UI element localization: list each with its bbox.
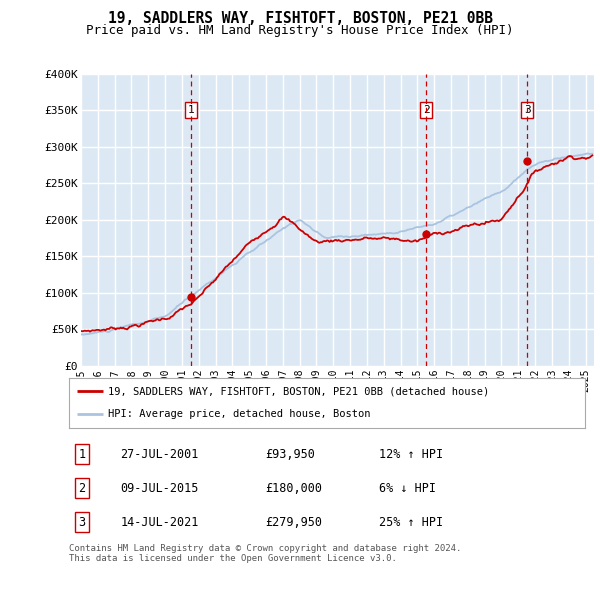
Text: 19, SADDLERS WAY, FISHTOFT, BOSTON, PE21 0BB: 19, SADDLERS WAY, FISHTOFT, BOSTON, PE21…: [107, 11, 493, 25]
Text: 1: 1: [79, 448, 85, 461]
Text: 12% ↑ HPI: 12% ↑ HPI: [379, 448, 443, 461]
Text: 19, SADDLERS WAY, FISHTOFT, BOSTON, PE21 0BB (detached house): 19, SADDLERS WAY, FISHTOFT, BOSTON, PE21…: [108, 386, 489, 396]
Text: 6% ↓ HPI: 6% ↓ HPI: [379, 481, 436, 495]
Text: 2: 2: [79, 481, 85, 495]
Text: 3: 3: [79, 516, 85, 529]
Text: £180,000: £180,000: [265, 481, 322, 495]
Text: Contains HM Land Registry data © Crown copyright and database right 2024.
This d: Contains HM Land Registry data © Crown c…: [69, 544, 461, 563]
Text: 2: 2: [423, 105, 430, 115]
Text: Price paid vs. HM Land Registry's House Price Index (HPI): Price paid vs. HM Land Registry's House …: [86, 24, 514, 37]
Text: £93,950: £93,950: [265, 448, 315, 461]
Text: 09-JUL-2015: 09-JUL-2015: [121, 481, 199, 495]
Text: 3: 3: [524, 105, 530, 115]
Text: £279,950: £279,950: [265, 516, 322, 529]
Text: 1: 1: [188, 105, 195, 115]
Text: 14-JUL-2021: 14-JUL-2021: [121, 516, 199, 529]
Text: HPI: Average price, detached house, Boston: HPI: Average price, detached house, Bost…: [108, 409, 370, 419]
Text: 27-JUL-2001: 27-JUL-2001: [121, 448, 199, 461]
Text: 25% ↑ HPI: 25% ↑ HPI: [379, 516, 443, 529]
